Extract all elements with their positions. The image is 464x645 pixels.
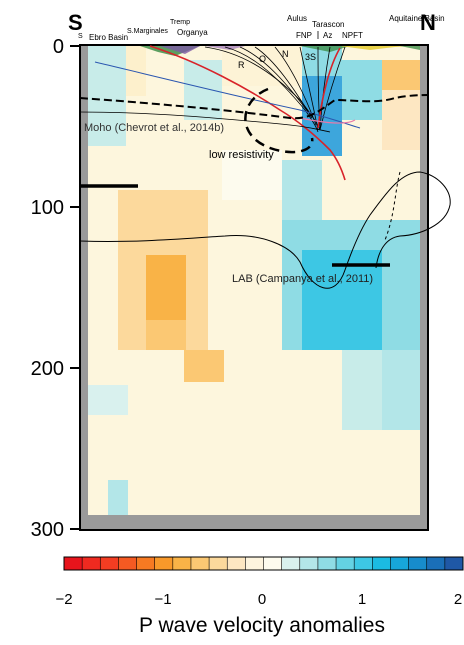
colorbar-swatch xyxy=(390,557,410,570)
velocity-cell xyxy=(184,60,222,120)
crust-boundaries xyxy=(149,45,346,181)
label-tarascon: Tarascon xyxy=(312,20,344,29)
colorbar-swatch xyxy=(136,557,156,570)
label-r: R xyxy=(238,60,245,70)
label-az: Az xyxy=(323,31,332,40)
label-aquitaine-basin: Aquitaine Basin xyxy=(389,14,445,23)
label-n: N xyxy=(282,49,289,59)
velocity-cell xyxy=(184,350,224,382)
north-label: N xyxy=(420,10,436,35)
colorbar-swatch xyxy=(317,557,337,570)
colorbar-swatch xyxy=(100,557,119,570)
colorbar-tick-2: 2 xyxy=(454,591,462,608)
colorbar-swatch xyxy=(372,557,391,570)
low-resistivity-outline xyxy=(244,87,314,154)
label-ebro-basin: Ebro Basin xyxy=(89,33,128,42)
depth-axis xyxy=(70,45,80,530)
colorbar-swatch xyxy=(82,557,101,570)
colorbar-swatch xyxy=(354,557,373,570)
lab-annotation: LAB (Campanya et al., 2011) xyxy=(232,273,373,285)
velocity-cell xyxy=(222,150,282,200)
colorbar-swatch xyxy=(245,557,264,570)
colorbar-swatch xyxy=(444,557,464,570)
label-tremp: Tremp xyxy=(170,19,190,26)
colorbar xyxy=(64,557,464,570)
fault-lines xyxy=(204,46,346,133)
colorbar-swatch xyxy=(209,557,228,570)
velocity-cells xyxy=(80,45,428,530)
colorbar-swatch xyxy=(64,557,83,570)
velocity-cell xyxy=(146,255,186,320)
colorbar-swatch xyxy=(426,557,446,570)
colorbar-swatch xyxy=(154,557,174,570)
colorbar-tick-0: 0 xyxy=(258,591,266,608)
moho-thin-line xyxy=(79,111,331,133)
label-npft: NPFT xyxy=(342,31,363,40)
colorbar-tick-1: 1 xyxy=(358,591,366,608)
pink-horizon-line xyxy=(299,117,356,124)
colorbar-swatch xyxy=(190,557,210,570)
blue-horizon-line xyxy=(94,61,361,129)
right-mask xyxy=(420,45,428,530)
label-s-small: S xyxy=(78,33,83,40)
moho-line xyxy=(79,94,429,120)
colorbar-frame xyxy=(63,556,464,571)
label-3s: 3S xyxy=(305,52,316,62)
velocity-cell xyxy=(88,385,128,415)
colorbar-swatch xyxy=(263,557,283,570)
colorbar-swatch xyxy=(408,557,428,570)
bottom-mask xyxy=(80,515,428,530)
label-o: O xyxy=(259,54,266,64)
velocity-cell xyxy=(282,160,322,220)
colorbar-swatch xyxy=(172,557,192,570)
depth-tick-200: 200 xyxy=(31,358,64,380)
colorbar-tick-neg2: −2 xyxy=(55,591,72,608)
velocity-cell xyxy=(382,60,420,90)
velocity-cell xyxy=(88,46,126,146)
label-organya: Organya xyxy=(177,28,208,37)
depth-tick-100: 100 xyxy=(31,197,64,219)
colorbar-swatch xyxy=(299,557,319,570)
colorbar-swatch xyxy=(227,557,246,570)
lab-line xyxy=(79,171,451,289)
colorbar-title: P wave velocity anomalies xyxy=(139,614,385,637)
velocity-cell xyxy=(302,46,342,76)
low-resistivity-annotation: low resistivity xyxy=(209,149,274,161)
velocity-cell xyxy=(146,320,186,350)
lab-dotted-line xyxy=(384,171,401,241)
colorbar-swatch xyxy=(336,557,355,570)
label-aulus: Aulus xyxy=(287,14,307,23)
section-frame xyxy=(79,44,429,531)
label-fnp: FNP xyxy=(296,31,312,40)
depth-tick-0: 0 xyxy=(53,36,64,58)
moho-annotation: Moho (Chevrot et al., 2014b) xyxy=(84,122,224,134)
colorbar-swatch xyxy=(118,557,138,570)
label-s-marginales: S.Marginales xyxy=(127,28,168,35)
velocity-cell xyxy=(108,480,128,515)
velocity-cell xyxy=(382,350,422,430)
depth-tick-300: 300 xyxy=(31,519,64,541)
south-label: S xyxy=(68,10,83,35)
colorbar-tick-neg1: −1 xyxy=(154,591,171,608)
left-mask xyxy=(80,45,88,530)
velocity-cell xyxy=(342,60,382,120)
velocity-cell xyxy=(126,46,146,96)
colorbar-swatch xyxy=(281,557,301,570)
